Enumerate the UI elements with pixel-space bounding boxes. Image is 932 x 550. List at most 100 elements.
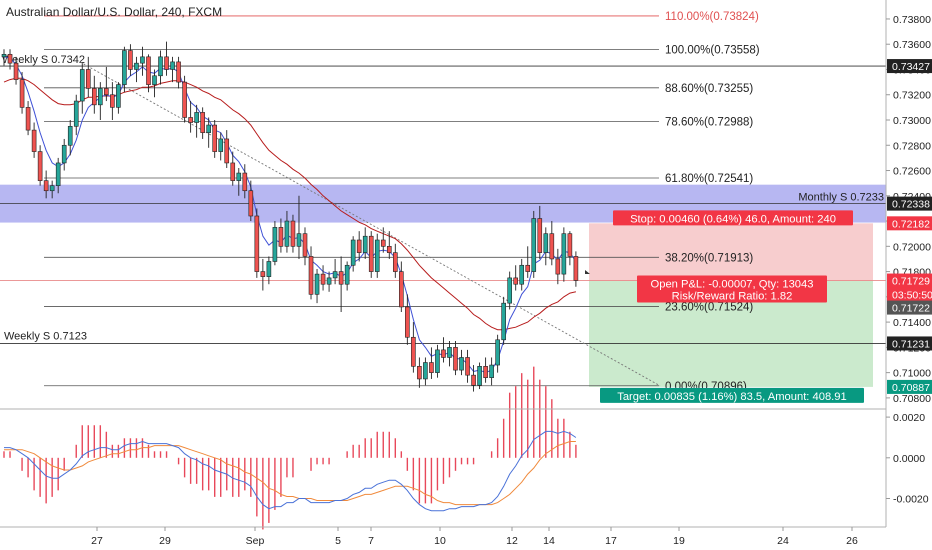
candle-body xyxy=(465,357,470,376)
candle-body xyxy=(104,88,109,96)
candle-body xyxy=(374,239,380,272)
price-tick-label: 0.71400 xyxy=(893,317,931,329)
candle-body xyxy=(200,112,205,133)
entry-marker xyxy=(585,270,590,274)
candle-body xyxy=(447,347,452,358)
support-axis-label: 0.72338 xyxy=(892,199,930,211)
price-tick-label: 0.71000 xyxy=(893,368,931,380)
open-pl-label-bg xyxy=(637,275,827,303)
support-axis-label-bg xyxy=(887,336,932,351)
candle-body xyxy=(405,306,410,338)
price-axis-tag-bg xyxy=(887,216,932,231)
macd-line xyxy=(4,430,577,512)
candle-body xyxy=(308,256,314,295)
candle-body xyxy=(140,56,145,64)
support-line-label: Weekly S 0.7123 xyxy=(4,330,87,342)
candle-body xyxy=(19,79,25,108)
price-axis-tag-bg xyxy=(887,273,932,288)
price-axis-tag: 0.71729 xyxy=(892,276,930,288)
candle-body xyxy=(31,129,37,152)
candle-body xyxy=(67,126,73,146)
indicator-tick-label: 0.0020 xyxy=(893,412,925,424)
candle-body xyxy=(429,362,434,373)
candle-body xyxy=(61,144,67,164)
candle-body xyxy=(98,88,103,106)
candle-body xyxy=(344,264,350,285)
candle-body xyxy=(194,112,199,123)
candle-body xyxy=(92,88,97,106)
candle-body xyxy=(399,271,404,308)
candle-body xyxy=(146,56,151,85)
stop-label: Stop: 0.00460 (0.64%) 46.0, Amount: 240 xyxy=(613,210,853,226)
fib-level-label: 38.20%(0.71913) xyxy=(665,252,753,264)
candle-body xyxy=(411,336,416,367)
candle-body xyxy=(182,81,187,118)
candle-body xyxy=(284,220,290,247)
candle-body xyxy=(25,107,31,131)
candle-body xyxy=(531,218,537,272)
support-line-label: Weekly S 0.7342 xyxy=(2,54,85,66)
candle-body xyxy=(386,246,392,253)
candle-body xyxy=(188,117,193,123)
support-axis-label: 0.71231 xyxy=(892,338,930,350)
time-tick-label: 12 xyxy=(506,535,518,547)
time-tick-label: 26 xyxy=(846,535,858,547)
candle-body xyxy=(573,256,579,281)
candle-body xyxy=(477,366,482,386)
candle-body xyxy=(55,162,61,186)
candle-body xyxy=(338,271,344,285)
candle-body xyxy=(152,75,157,85)
time-tick-label: Sep xyxy=(246,535,265,547)
candle-body xyxy=(212,124,217,152)
price-tick-label: 0.72600 xyxy=(893,166,931,178)
candle-body xyxy=(495,339,500,366)
fib-level-label: 61.80%(0.72541) xyxy=(665,173,753,185)
candle-body xyxy=(489,364,494,378)
candle-body xyxy=(116,84,121,108)
price-tick-label: 0.73000 xyxy=(893,115,931,127)
time-tick-label: 19 xyxy=(673,535,685,547)
candle-body xyxy=(73,100,79,127)
candle-body xyxy=(507,277,512,304)
candle-body xyxy=(13,62,19,80)
candle-body xyxy=(110,94,115,108)
candle-body xyxy=(236,172,242,181)
candle-body xyxy=(296,233,302,247)
candle-body xyxy=(368,235,374,272)
candle-body xyxy=(1,54,7,58)
candle-body xyxy=(471,374,476,386)
candle-body xyxy=(224,138,230,164)
candle-body xyxy=(302,233,308,257)
candle-body xyxy=(206,124,211,133)
candle-body xyxy=(423,362,428,380)
candle-body xyxy=(525,264,531,272)
candle-body xyxy=(362,235,368,253)
price-axis-tag: 0.70887 xyxy=(892,382,930,394)
candle-body xyxy=(278,227,284,247)
time-tick-label: 14 xyxy=(543,535,555,547)
time-tick-label: 10 xyxy=(434,535,446,547)
candle-body xyxy=(43,180,49,192)
candle-body xyxy=(435,349,440,373)
candle-body xyxy=(453,347,458,371)
price-axis-tag: 0.72182 xyxy=(892,218,930,230)
candle-body xyxy=(7,54,13,64)
fib-level-label: 23.60%(0.71524) xyxy=(665,301,753,313)
candle-body xyxy=(122,50,127,85)
target-label-bg xyxy=(600,387,864,403)
price-tick-label: 0.73800 xyxy=(893,14,931,26)
candle-body xyxy=(549,233,555,260)
fib-level-label: 88.60%(0.73255) xyxy=(665,83,753,95)
open-pl-label: Open P&L: -0.00007, Qty: 13043Risk/Rewar… xyxy=(637,275,827,303)
candle-body xyxy=(392,252,398,272)
candle-body xyxy=(37,151,43,181)
candle-body xyxy=(417,366,422,380)
price-tick-label: 0.72000 xyxy=(893,241,931,253)
chart-title: Australian Dollar/U.S. Dollar, 240, FXCM xyxy=(6,5,222,19)
candle-body xyxy=(290,220,296,247)
candle-body xyxy=(242,172,248,192)
candle-body xyxy=(567,233,573,257)
candle-body xyxy=(356,239,362,253)
candle-body xyxy=(248,190,254,217)
